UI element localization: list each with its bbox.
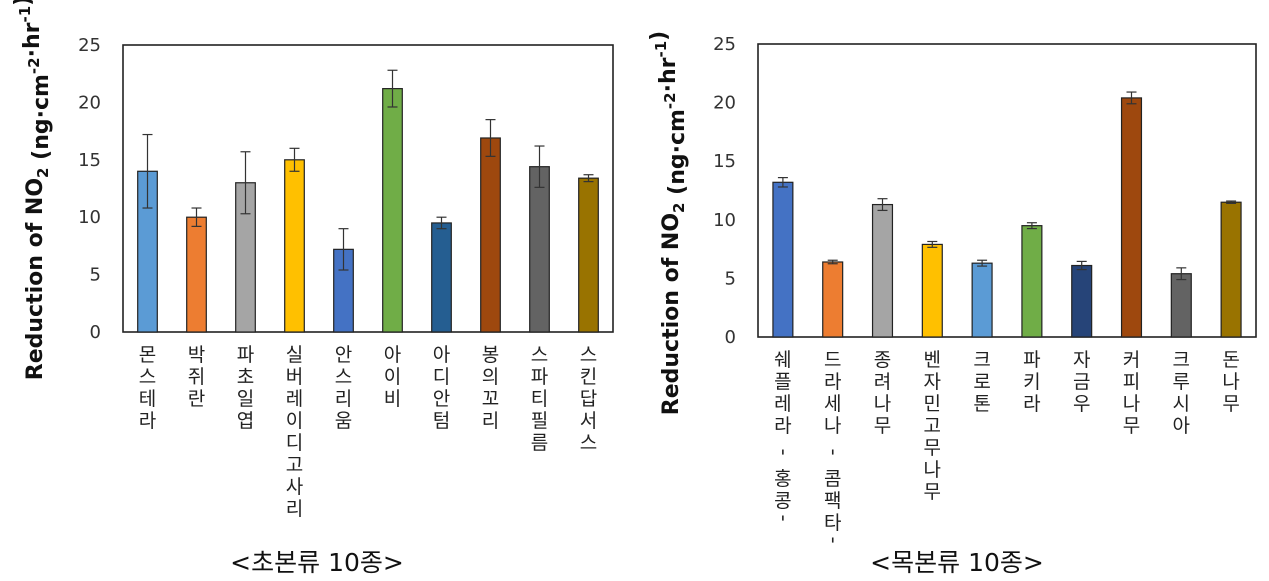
error-bar	[1176, 267, 1187, 281]
y-tick-label: 0	[725, 327, 736, 348]
bar	[529, 166, 550, 333]
error-bar	[1126, 91, 1137, 105]
y-tick-label: 25	[78, 35, 101, 56]
bar	[1071, 264, 1093, 338]
error-bar	[1026, 222, 1037, 230]
chart-1: 0 5 10 15 20 25 Reduction of NO2 (ng·cm-2·hr-1…	[11, 0, 614, 577]
y-tick-label: 10	[78, 207, 101, 228]
error-bar	[827, 259, 838, 265]
chart-caption: <목본류 10종>	[870, 548, 1044, 577]
y-tick-label: 25	[713, 34, 736, 55]
bar	[382, 88, 403, 333]
error-bar	[777, 177, 788, 188]
error-bar	[534, 145, 545, 188]
error-bar	[927, 240, 938, 248]
error-bar	[877, 198, 888, 212]
bar	[921, 243, 943, 338]
bar	[772, 181, 794, 338]
bar	[822, 261, 844, 338]
bar	[431, 222, 452, 333]
y-tick-label: 0	[90, 322, 101, 343]
error-bar	[436, 216, 447, 230]
error-bar	[1076, 260, 1087, 271]
category-label: 드 라 세 나 ' 콤 팩 타 '	[824, 349, 841, 556]
error-bar	[240, 151, 251, 215]
bar	[971, 262, 993, 338]
bar	[871, 203, 894, 338]
bar	[1170, 273, 1192, 338]
bar	[1021, 225, 1043, 338]
error-bar	[142, 133, 153, 209]
error-bar	[1226, 200, 1237, 204]
y-tick-label: 15	[713, 151, 736, 172]
error-bar	[485, 119, 496, 157]
y-tick-label: 15	[78, 150, 101, 171]
y-axis-label: Reduction of NO2 (ng·cm-2·hr-1)	[647, 31, 690, 415]
bar	[480, 137, 501, 333]
y-tick-label: 5	[725, 268, 736, 289]
bar	[1220, 201, 1242, 338]
error-bar	[387, 69, 398, 108]
chart-caption: <초본류 10종>	[230, 548, 404, 577]
bar	[578, 177, 599, 333]
bar	[284, 159, 305, 333]
y-tick-label: 20	[78, 92, 101, 113]
error-bar	[338, 228, 349, 271]
y-tick-label: 10	[713, 210, 736, 231]
y-axis-label: Reduction of NO2 (ng·cm-2·hr-1)	[11, 0, 54, 380]
error-bar	[583, 174, 594, 183]
error-bar	[289, 147, 300, 172]
plot-frame	[757, 43, 1257, 338]
error-bar	[191, 207, 202, 227]
error-bar	[977, 259, 988, 267]
chart-2: 0 5 10 15 20 25 Reduction of NO2 (ng·cm-2·hr-1…	[647, 31, 1257, 577]
bar	[1120, 97, 1143, 338]
bar	[186, 216, 207, 333]
plot-frame	[122, 44, 614, 333]
category-label: 쉐 플 레 라 ' 홍 콩 '	[774, 349, 791, 534]
y-tick-label: 5	[90, 265, 101, 286]
y-tick-label: 20	[713, 93, 736, 114]
